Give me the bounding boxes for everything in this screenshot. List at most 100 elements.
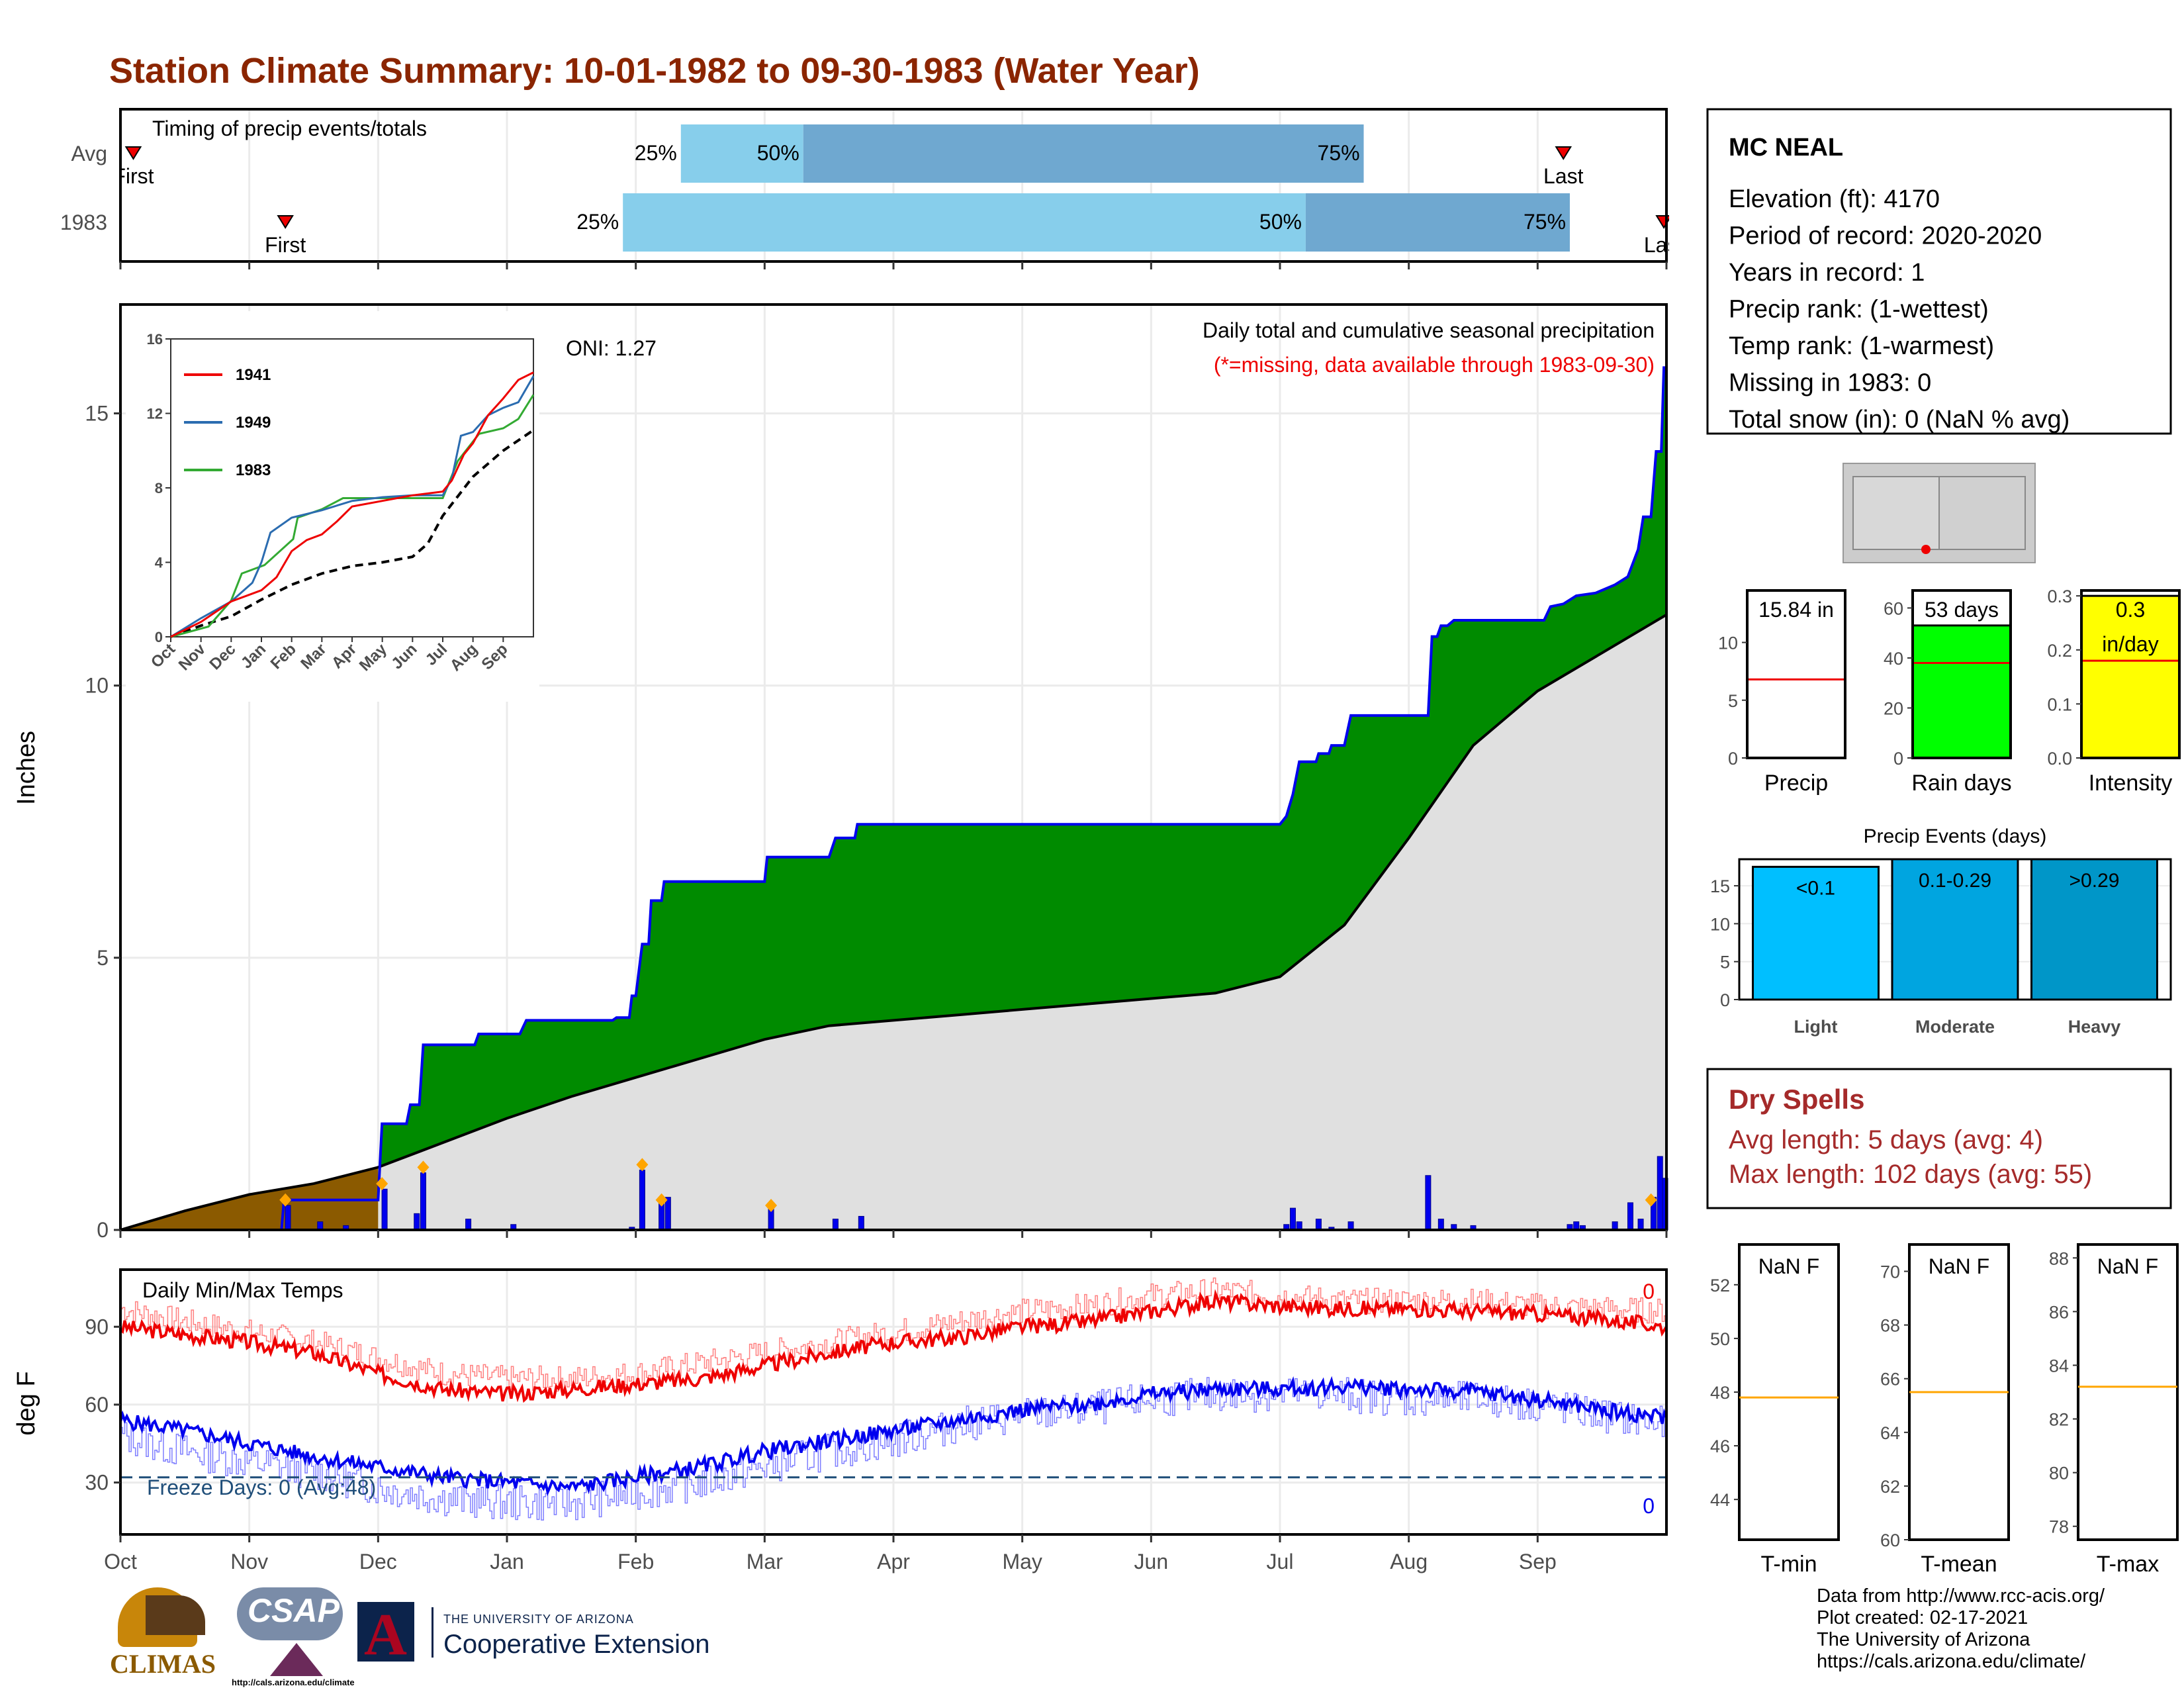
timing-panel-title: Timing of precip events/totals [152, 117, 427, 140]
footer-line: Plot created: 02-17-2021 [1817, 1607, 2028, 1628]
event-bar-label: Light [1794, 1017, 1838, 1037]
inset-frame [170, 338, 534, 637]
daily-precip-bar [1657, 1156, 1663, 1231]
mini-bar-tick-label: 0 [1893, 749, 1903, 769]
csap-text: CSAP [248, 1592, 340, 1629]
temp-bar-value-label: NaN F [1929, 1254, 1989, 1278]
precip-panel-subtitle: (*=missing, data available through 1983-… [1214, 353, 1655, 377]
month-tick-label: Aug [1390, 1550, 1428, 1573]
ua-small-text: THE UNIVERSITY OF ARIZONA [443, 1613, 634, 1626]
events-tick-label: 5 [1720, 953, 1730, 972]
inset-legend-label: 1941 [236, 366, 271, 384]
month-tick-label: May [1002, 1550, 1042, 1573]
ua-block-a-icon [357, 1602, 414, 1662]
climas-logo: CLIMAS [106, 1582, 218, 1688]
month-tick-label: Mar [747, 1550, 783, 1573]
timing-bar-q2 [803, 124, 1364, 183]
events-tick-label: 15 [1710, 876, 1730, 896]
precip-ytick-label: 15 [85, 401, 109, 425]
event-bar-value-label: <0.1 [1796, 877, 1835, 899]
inset-ytick-label: 16 [147, 331, 163, 348]
temp-bar-tick-label: 70 [1880, 1262, 1900, 1282]
inset-ytick-label: 8 [155, 480, 163, 496]
dry-spells-box [1706, 1068, 2172, 1209]
ua-big-text: Cooperative Extension [443, 1630, 710, 1659]
station-info-line: Temp rank: (1-warmest) [1729, 332, 1994, 360]
snow-marker [765, 1198, 778, 1212]
mini-bar-label: Rain days [1911, 771, 2011, 796]
temp-bar-label: T-mean [1921, 1552, 1997, 1577]
temp-bar-tick-label: 86 [2049, 1302, 2069, 1322]
event-bar [1891, 858, 2019, 1001]
daily-precip-bar [832, 1219, 839, 1231]
csap-logo: CSAP http://cals.arizona.edu/climate [230, 1587, 355, 1687]
cumulative-avg-line [120, 613, 1668, 1231]
temp-bar-frame [2077, 1243, 2179, 1541]
dry-spells-max: Max length: 102 days (avg: 55) [1729, 1160, 2092, 1189]
month-tick-label: Dec [359, 1550, 397, 1573]
mini-bar-value-label: 0.3 [2116, 598, 2145, 622]
snow-marker [279, 1193, 292, 1207]
station-name: MC NEAL [1729, 134, 1843, 162]
inset-ytick-label: 0 [155, 629, 163, 645]
mini-bar-frame [2080, 589, 2181, 759]
first-marker [124, 146, 142, 160]
events-tick-label: 10 [1710, 914, 1730, 934]
dry-spells-title: Dry Spells [1729, 1084, 1864, 1115]
temp-bar-tick-label: 48 [1710, 1383, 1730, 1403]
timing-p75-label: 75% [1524, 210, 1566, 234]
mini-bar-value-label: 53 days [1925, 598, 1999, 622]
ua-divider [432, 1607, 433, 1658]
first-label: First [265, 233, 306, 257]
climas-mountain-icon [146, 1595, 205, 1635]
daily-precip-bar [664, 1197, 671, 1231]
event-bar-label: Heavy [2068, 1017, 2121, 1037]
month-tick-label: Jun [1134, 1550, 1169, 1573]
daily-precip-bar [1315, 1219, 1322, 1231]
temp-bar-tick-label: 62 [1880, 1477, 1900, 1497]
timing-p50-label: 50% [757, 141, 799, 165]
footer-line: Data from http://www.rcc-acis.org/ [1817, 1585, 2105, 1607]
dry-spells-avg: Avg length: 5 days (avg: 4) [1729, 1125, 2043, 1154]
daily-precip-bar [1289, 1207, 1296, 1231]
mini-bar-tick-label: 0 [1728, 749, 1738, 769]
inset-avg-line [170, 429, 535, 638]
daily-precip-bar [1627, 1202, 1633, 1231]
events-tick-label: 0 [1720, 990, 1730, 1010]
mini-bar-value-label: 15.84 in [1758, 598, 1834, 622]
mini-bar-label: Intensity [2089, 771, 2173, 796]
mini-bar-tick-label: 5 [1728, 691, 1738, 711]
temp-bar-label: T-max [2097, 1552, 2159, 1577]
footer-line: https://cals.arizona.edu/climate/ [1817, 1651, 2086, 1672]
mini-bar-tick-label: 40 [1884, 649, 1903, 669]
timing-row-label: Avg [71, 142, 107, 165]
mini-bar-frame [1911, 589, 2012, 759]
station-info-line: Years in record: 1 [1729, 259, 1925, 287]
event-bar [1752, 865, 1880, 1001]
freeze-days-label: Freeze Days: 0 (Avg:48) [147, 1476, 376, 1499]
events-frame [1738, 858, 2172, 1001]
temp-bar-value-label: NaN F [1758, 1254, 1819, 1278]
station-info-box [1706, 108, 2172, 435]
daily-precip-bar [858, 1215, 864, 1231]
footer-line: The University of Arizona [1817, 1629, 2030, 1650]
inset-ytick-label: 4 [155, 555, 163, 571]
precip-ylabel: Inches [13, 731, 40, 805]
station-info-line: Missing in 1983: 0 [1729, 369, 1931, 397]
daily-precip-bar [285, 1205, 291, 1231]
mini-bar-label: Precip [1764, 771, 1828, 796]
temp-bar-label: T-min [1761, 1552, 1817, 1577]
month-tick-label: Jan [490, 1550, 524, 1573]
daily-precip-bar [1437, 1219, 1444, 1231]
station-info-line: Total snow (in): 0 (NaN % avg) [1729, 406, 2070, 434]
temp-bar-tick-label: 80 [2049, 1464, 2069, 1483]
month-tick-label: Nov [230, 1550, 268, 1573]
temp-bar-tick-label: 50 [1710, 1329, 1730, 1349]
inset-1941-line [170, 371, 534, 638]
tmin-count: 0 [1643, 1494, 1655, 1518]
inset-legend-label: 1949 [236, 414, 271, 432]
mini-bar-tick-label: 0.0 [2047, 749, 2072, 769]
temp-bar-tick-label: 44 [1710, 1490, 1730, 1510]
snow-marker [417, 1160, 430, 1174]
